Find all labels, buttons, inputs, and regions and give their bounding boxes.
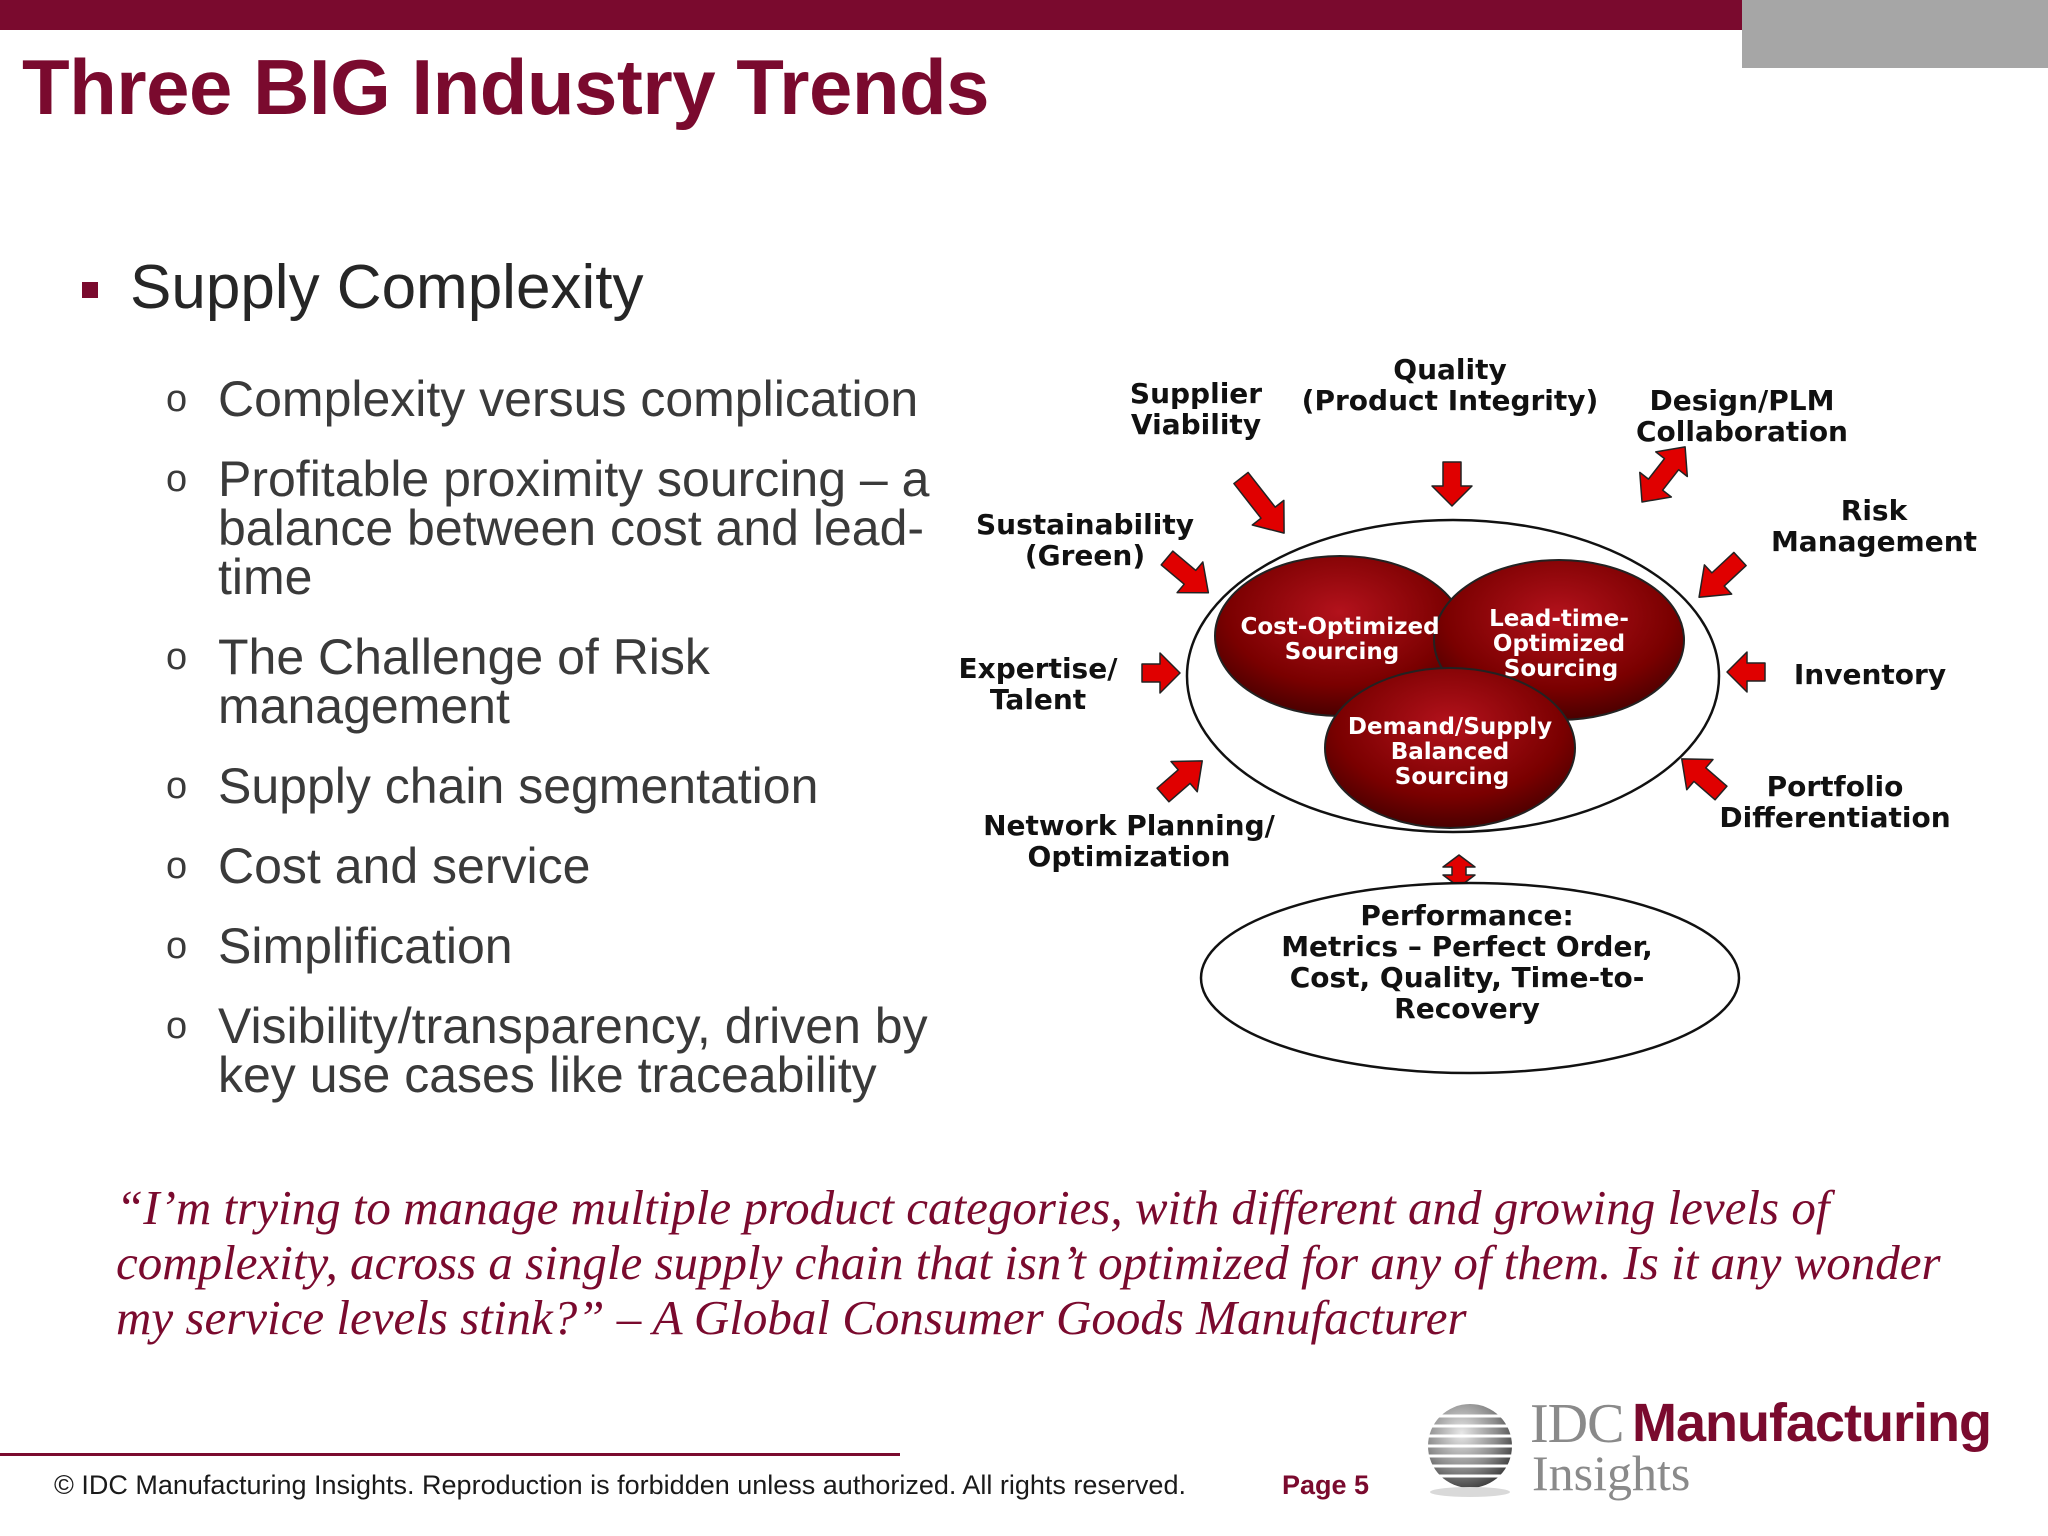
- factor-label: Management: [1771, 525, 1977, 558]
- square-bullet-icon: [82, 282, 98, 298]
- circle-label: Sourcing: [1285, 639, 1399, 665]
- arrow-portfolio-icon: [1681, 758, 1728, 801]
- arrow-expertise-icon: [1141, 652, 1181, 694]
- sub-bullet-text: Visibility/transparency, driven by key u…: [218, 998, 928, 1103]
- sub-bullet-text: Complexity versus complication: [218, 371, 919, 427]
- arrow-quality-icon: [1431, 461, 1473, 507]
- circle-label: Demand/Supply: [1348, 714, 1552, 740]
- factor-label: Risk: [1841, 494, 1909, 527]
- sub-bullet-text: Cost and service: [218, 838, 591, 894]
- factor-label: Sustainability: [976, 508, 1194, 541]
- circle-bullet-icon: o: [166, 458, 188, 500]
- factor-label: Supplier: [1130, 377, 1262, 410]
- arrow-supplier-viability-icon: [1233, 471, 1285, 534]
- performance-label: Cost, Quality, Time-to-: [1290, 961, 1645, 994]
- arrow-inventory-icon: [1726, 651, 1766, 693]
- customer-quote: “I’m trying to manage multiple product c…: [116, 1180, 1941, 1345]
- circle-bullet-icon: o: [166, 845, 188, 887]
- sub-bullet: o Cost and service: [166, 838, 946, 894]
- factor-label: (Product Integrity): [1302, 384, 1599, 417]
- circle-bullet-icon: o: [166, 636, 188, 678]
- globe-logo-icon: [1418, 1404, 1522, 1497]
- factor-label: Portfolio: [1767, 770, 1904, 803]
- circle-label: Sourcing: [1395, 764, 1509, 790]
- factor-label: Design/PLM: [1650, 384, 1835, 417]
- circle-bullet-icon: o: [166, 925, 188, 967]
- idc-logo: IDC Manufacturing Insights: [1418, 1392, 1992, 1512]
- factor-label: Differentiation: [1719, 801, 1950, 834]
- factor-label: Viability: [1131, 408, 1261, 441]
- logo-idc-text: IDC: [1530, 1393, 1624, 1455]
- arrow-network-planning-icon: [1156, 760, 1203, 803]
- factor-label: Inventory: [1794, 658, 1946, 691]
- factor-label: Optimization: [1028, 840, 1231, 873]
- performance-ellipse: [1199, 881, 1741, 1075]
- circle-bullet-icon: o: [166, 765, 188, 807]
- sub-bullet: o Simplification: [166, 918, 946, 974]
- footer-rule: [0, 1453, 900, 1456]
- circle-label: Optimized: [1493, 631, 1625, 657]
- performance-label: Performance:: [1360, 899, 1573, 932]
- factor-label: (Green): [1025, 539, 1145, 572]
- factor-label: Talent: [990, 683, 1086, 716]
- sub-bullet-text: Profitable proximity sourcing – a balanc…: [218, 451, 930, 605]
- arrow-design-plm-icon: [1639, 446, 1689, 503]
- circle-bullet-icon: o: [166, 1005, 188, 1047]
- sub-bullet: o Profitable proximity sourcing – a bala…: [166, 451, 946, 605]
- sub-bullet: o The Challenge of Risk management: [166, 629, 946, 734]
- top-accent-bar: [0, 0, 1742, 30]
- factor-label: Expertise/: [959, 652, 1119, 685]
- circle-bullet-icon: o: [166, 378, 188, 420]
- circle-label: Sourcing: [1504, 656, 1618, 682]
- sub-bullet: o Complexity versus complication: [166, 371, 946, 427]
- arrow-risk-management-icon: [1698, 551, 1747, 598]
- factor-label: Collaboration: [1636, 415, 1848, 448]
- circle-demand-supply-balanced: [1324, 667, 1576, 829]
- logo-manufacturing-text: Manufacturing: [1632, 1393, 1992, 1453]
- circle-label: Lead-time-: [1489, 606, 1629, 632]
- sub-bullet: o Supply chain segmentation: [166, 758, 946, 814]
- sub-bullet-text: Simplification: [218, 918, 513, 974]
- factor-label: Network Planning/: [983, 809, 1276, 842]
- copyright-notice: © IDC Manufacturing Insights. Reproducti…: [54, 1470, 1186, 1500]
- arrow-sustainability-icon: [1160, 550, 1210, 594]
- factor-label: Quality: [1393, 353, 1506, 386]
- circle-label: Balanced: [1391, 739, 1510, 765]
- performance-label: Metrics – Perfect Order,: [1281, 930, 1653, 963]
- circle-label: Cost-Optimized: [1240, 614, 1439, 640]
- top-gray-block: [1742, 0, 2048, 68]
- sub-bullet: o Visibility/transparency, driven by key…: [166, 998, 946, 1103]
- slide-title: Three BIG Industry Trends: [22, 43, 990, 131]
- logo-insights-text: Insights: [1532, 1445, 1691, 1501]
- main-bullet-text: Supply Complexity: [130, 253, 644, 322]
- sub-bullet-text: The Challenge of Risk management: [218, 629, 710, 734]
- page-number: Page 5: [1282, 1470, 1370, 1500]
- sub-bullet-text: Supply chain segmentation: [218, 758, 819, 814]
- performance-label: Recovery: [1394, 992, 1540, 1025]
